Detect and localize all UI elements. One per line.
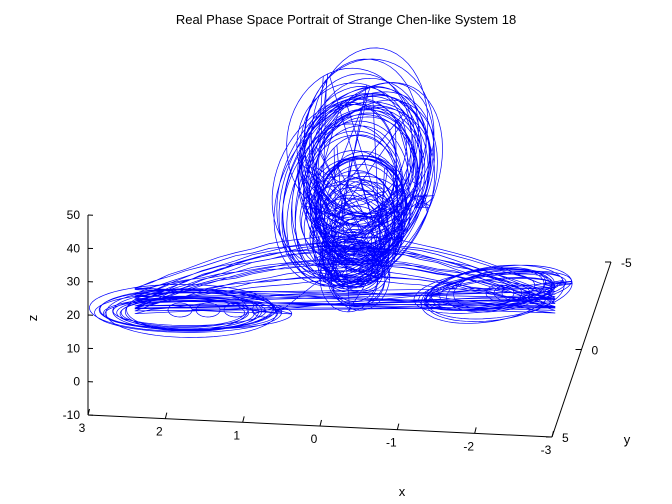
trajectory-path <box>89 47 573 338</box>
x-tick-mark <box>87 408 90 416</box>
x-tick-label: -2 <box>463 439 474 453</box>
z-axis-label: z <box>25 315 40 322</box>
x-tick-label: 3 <box>79 421 86 435</box>
z-tick-label: 0 <box>73 375 80 389</box>
x-tick-mark <box>164 412 168 419</box>
attractor-trajectory <box>89 47 573 338</box>
x-tick-label: 0 <box>311 432 318 446</box>
y-tick-label: 5 <box>562 431 569 445</box>
z-tick-label: 30 <box>67 275 81 289</box>
y-tick-label: -5 <box>621 256 632 270</box>
x-tick-label: 2 <box>156 425 163 439</box>
z-tick-label: 10 <box>67 341 81 355</box>
chart-title: Real Phase Space Portrait of Strange Che… <box>176 12 516 27</box>
x-tick-label: 1 <box>233 428 240 442</box>
z-tick-label: 40 <box>67 241 81 255</box>
x-tick-mark <box>319 419 322 427</box>
x-tick-label: -1 <box>386 436 397 450</box>
x-axis-label: x <box>399 484 406 499</box>
x-tick-mark <box>396 423 400 430</box>
x-tick-mark <box>474 427 477 434</box>
z-tick-label: 50 <box>67 208 81 222</box>
x-tick-label: -3 <box>541 443 552 457</box>
y-axis-label: y <box>624 432 631 447</box>
z-tick-label: 20 <box>67 308 81 322</box>
x-tick-mark <box>242 416 245 423</box>
z-tick-label: -10 <box>63 408 81 422</box>
y-tick-label: 0 <box>592 344 599 358</box>
